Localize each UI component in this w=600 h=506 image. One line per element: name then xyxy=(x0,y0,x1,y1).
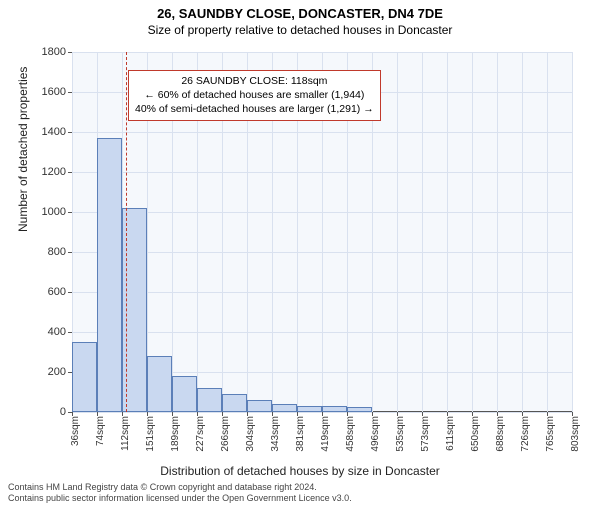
histogram-bar xyxy=(347,407,372,412)
annotation-line-3: 40% of semi-detached houses are larger (… xyxy=(135,102,374,116)
gridline-vertical xyxy=(447,52,448,412)
gridline-vertical xyxy=(422,52,423,412)
gridline-vertical xyxy=(472,52,473,412)
gridline-vertical xyxy=(522,52,523,412)
property-marker-line xyxy=(126,52,127,412)
x-tick-label: 381sqm xyxy=(295,416,306,452)
x-tick-label: 496sqm xyxy=(370,416,381,452)
x-tick-label: 266sqm xyxy=(220,416,231,452)
gridline-vertical xyxy=(497,52,498,412)
gridline-vertical xyxy=(397,52,398,412)
annotation-line-2: ← 60% of detached houses are smaller (1,… xyxy=(135,88,374,102)
x-tick-label: 304sqm xyxy=(245,416,256,452)
x-tick-label: 611sqm xyxy=(445,416,456,451)
histogram-bar xyxy=(247,400,272,412)
x-tick-label: 74sqm xyxy=(95,416,106,446)
histogram-bar xyxy=(172,376,197,412)
histogram-bar xyxy=(97,138,122,412)
y-tick-label: 400 xyxy=(48,326,72,338)
y-tick-label: 800 xyxy=(48,246,72,258)
x-axis-label: Distribution of detached houses by size … xyxy=(0,464,600,478)
histogram-bar xyxy=(297,406,322,412)
x-tick-label: 688sqm xyxy=(495,416,506,452)
gridline-vertical xyxy=(547,52,548,412)
x-tick-label: 343sqm xyxy=(270,416,281,452)
y-tick-label: 600 xyxy=(48,286,72,298)
annotation-line-1: 26 SAUNDBY CLOSE: 118sqm xyxy=(135,74,374,88)
x-tick-label: 112sqm xyxy=(120,416,131,451)
chart-plot-area: 02004006008001000120014001600180036sqm74… xyxy=(72,52,572,412)
x-tick-label: 419sqm xyxy=(320,416,331,452)
x-tick-label: 726sqm xyxy=(520,416,531,452)
x-tick-label: 227sqm xyxy=(195,416,206,452)
x-tick-label: 573sqm xyxy=(420,416,431,452)
x-tick-label: 458sqm xyxy=(345,416,356,452)
footer-line-2: Contains public sector information licen… xyxy=(8,493,592,504)
y-tick-label: 1800 xyxy=(42,46,72,58)
y-tick-label: 1000 xyxy=(42,206,72,218)
histogram-bar xyxy=(222,394,247,412)
footer-line-1: Contains HM Land Registry data © Crown c… xyxy=(8,482,592,493)
x-tick-label: 803sqm xyxy=(570,416,581,452)
y-axis-label: Number of detached properties xyxy=(16,67,30,232)
annotation-callout: 26 SAUNDBY CLOSE: 118sqm← 60% of detache… xyxy=(128,70,381,121)
histogram-bar xyxy=(272,404,297,412)
x-tick-label: 151sqm xyxy=(145,416,156,452)
chart-title-primary: 26, SAUNDBY CLOSE, DONCASTER, DN4 7DE xyxy=(0,6,600,21)
x-tick-label: 650sqm xyxy=(470,416,481,452)
y-tick-label: 1200 xyxy=(42,166,72,178)
x-tick-label: 189sqm xyxy=(170,416,181,452)
x-tick-label: 36sqm xyxy=(70,416,81,446)
histogram-bar xyxy=(147,356,172,412)
histogram-bar xyxy=(197,388,222,412)
histogram-bar xyxy=(322,406,347,412)
histogram-bar xyxy=(72,342,97,412)
footer-attribution: Contains HM Land Registry data © Crown c… xyxy=(8,482,592,504)
x-tick-label: 535sqm xyxy=(395,416,406,452)
gridline-vertical xyxy=(572,52,573,412)
x-tick-label: 765sqm xyxy=(545,416,556,452)
chart-title-secondary: Size of property relative to detached ho… xyxy=(0,23,600,37)
y-tick-label: 1600 xyxy=(42,86,72,98)
y-tick-label: 200 xyxy=(48,366,72,378)
y-tick-label: 1400 xyxy=(42,126,72,138)
